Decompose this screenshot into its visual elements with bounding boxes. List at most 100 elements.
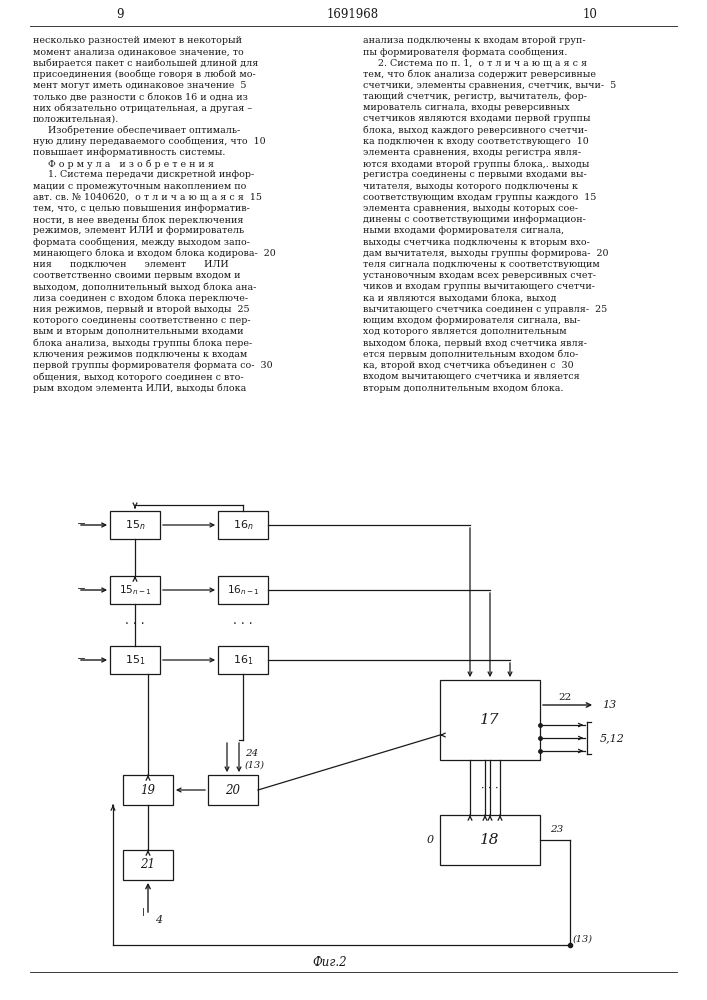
Text: несколько разностей имеют в некоторый: несколько разностей имеют в некоторый [33,36,242,45]
Bar [123,850,173,880]
Text: ния      подключен      элемент      ИЛИ: ния подключен элемент ИЛИ [33,260,228,269]
Text: мент могут иметь одинаковое значение  5: мент могут иметь одинаковое значение 5 [33,81,247,90]
Text: общения, выход которого соединен с вто-: общения, выход которого соединен с вто- [33,372,244,381]
Text: ка, второй вход счетчика объединен с  30: ка, второй вход счетчика объединен с 30 [363,361,573,370]
Text: 1. Система передачи дискретной инфор-: 1. Система передачи дискретной инфор- [33,170,255,179]
Text: 20: 20 [226,784,240,796]
Text: (13): (13) [573,934,593,944]
Bar [110,576,160,604]
Bar [110,646,160,674]
Text: ется первым дополнительным входом бло-: ется первым дополнительным входом бло- [363,350,578,359]
Text: 0: 0 [426,835,433,845]
Bar [208,775,258,805]
Text: блока, выход каждого реверсивного счетчи-: блока, выход каждого реверсивного счетчи… [363,126,588,135]
Text: 13: 13 [602,700,617,710]
Text: выходом, дополнительный выход блока ана-: выходом, дополнительный выход блока ана- [33,282,257,291]
Text: минающего блока и входом блока кодирова-  20: минающего блока и входом блока кодирова-… [33,249,276,258]
Text: установочным входам всех реверсивных счет-: установочным входам всех реверсивных сче… [363,271,596,280]
Text: авт. св. № 1040620,  о т л и ч а ю щ а я с я  15: авт. св. № 1040620, о т л и ч а ю щ а я … [33,193,262,202]
Bar [440,815,540,865]
Text: тем, что, с целью повышения информатив-: тем, что, с целью повышения информатив- [33,204,250,213]
Text: ются входами второй группы блока,. выходы: ются входами второй группы блока,. выход… [363,159,590,169]
Text: 21: 21 [141,858,156,871]
Text: выходы счетчика подключены к вторым вхо-: выходы счетчика подключены к вторым вхо- [363,238,590,247]
Text: регистра соединены с первыми входами вы-: регистра соединены с первыми входами вы- [363,170,587,179]
Text: 4: 4 [155,915,162,925]
Text: вторым дополнительным входом блока.: вторым дополнительным входом блока. [363,383,563,393]
Text: Фиг.2: Фиг.2 [312,956,347,968]
Text: выбирается пакет с наибольшей длиной для: выбирается пакет с наибольшей длиной для [33,58,258,68]
Text: элемента сравнения, входы регистра явля-: элемента сравнения, входы регистра явля- [363,148,581,157]
Text: пы формирователя формата сообщения.: пы формирователя формата сообщения. [363,47,568,57]
Text: ющим входом формирователя сигнала, вы-: ющим входом формирователя сигнала, вы- [363,316,580,325]
Text: 22: 22 [559,692,572,702]
Text: рым входом элемента ИЛИ, выходы блока: рым входом элемента ИЛИ, выходы блока [33,383,246,393]
Bar [110,511,160,539]
Text: мирователь сигнала, входы реверсивных: мирователь сигнала, входы реверсивных [363,103,570,112]
Text: читателя, выходы которого подключены к: читателя, выходы которого подключены к [363,182,578,191]
Text: $15_n$: $15_n$ [124,518,146,532]
Text: 24: 24 [245,748,258,758]
Text: соответствующим входам группы каждого  15: соответствующим входам группы каждого 15 [363,193,597,202]
Text: первой группы формирователя формата со-  30: первой группы формирователя формата со- … [33,361,273,370]
Text: элемента сравнения, выходы которых сое-: элемента сравнения, выходы которых сое- [363,204,578,213]
Text: ную длину передаваемого сообщения, что  10: ную длину передаваемого сообщения, что 1… [33,137,266,146]
Text: соответственно своими первым входом и: соответственно своими первым входом и [33,271,240,280]
Text: выходом блока, первый вход счетчика явля-: выходом блока, первый вход счетчика явля… [363,338,587,348]
Text: $16_n$: $16_n$ [233,518,253,532]
Text: 17: 17 [480,713,500,727]
Text: вычитающего счетчика соединен с управля-  25: вычитающего счетчика соединен с управля-… [363,305,607,314]
Text: ности, в нее введены блок переключения: ности, в нее введены блок переключения [33,215,243,225]
Bar [218,646,268,674]
Text: · · ·: · · · [233,618,253,632]
Text: динены с соответствующими информацион-: динены с соответствующими информацион- [363,215,586,224]
Text: ключения режимов подключены к входам: ключения режимов подключены к входам [33,350,247,359]
Text: · · ·: · · · [481,784,498,794]
Text: ка и являются выходами блока, выход: ка и являются выходами блока, выход [363,294,556,303]
Bar [440,680,540,760]
Text: ными входами формирователя сигнала,: ными входами формирователя сигнала, [363,226,564,235]
Text: 19: 19 [141,784,156,796]
Text: Ф о р м у л а   и з о б р е т е н и я: Ф о р м у л а и з о б р е т е н и я [33,159,214,169]
Bar [218,511,268,539]
Text: мации с промежуточным накоплением по: мации с промежуточным накоплением по [33,182,246,191]
Bar [123,775,173,805]
Text: ход которого является дополнительным: ход которого является дополнительным [363,327,566,336]
Text: 1691968: 1691968 [327,8,379,21]
Bar [218,576,268,604]
Text: анализа подключены к входам второй груп-: анализа подключены к входам второй груп- [363,36,585,45]
Text: положительная).: положительная). [33,114,119,123]
Text: режимов, элемент ИЛИ и формирователь: режимов, элемент ИЛИ и формирователь [33,226,244,235]
Text: чиков и входам группы вычитающего счетчи-: чиков и входам группы вычитающего счетчи… [363,282,595,291]
Text: 9: 9 [116,8,124,21]
Text: ния режимов, первый и второй выходы  25: ния режимов, первый и второй выходы 25 [33,305,250,314]
Text: тающий счетчик, регистр, вычитатель, фор-: тающий счетчик, регистр, вычитатель, фор… [363,92,587,101]
Text: блока анализа, выходы группы блока пере-: блока анализа, выходы группы блока пере- [33,338,252,348]
Text: повышает информативность системы.: повышает информативность системы. [33,148,226,157]
Text: только две разности с блоков 16 и одна из: только две разности с блоков 16 и одна и… [33,92,248,102]
Text: них обязательно отрицательная, а другая –: них обязательно отрицательная, а другая … [33,103,252,113]
Text: $15_1$: $15_1$ [124,653,145,667]
Text: тем, что блок анализа содержит реверсивные: тем, что блок анализа содержит реверсивн… [363,70,596,79]
Text: Изобретение обеспечивает оптималь-: Изобретение обеспечивает оптималь- [33,126,240,135]
Text: входом вычитающего счетчика и является: входом вычитающего счетчика и является [363,372,580,381]
Text: 2. Система по п. 1,  о т л и ч а ю щ а я с я: 2. Система по п. 1, о т л и ч а ю щ а я … [363,58,587,67]
Text: вым и вторым дополнительными входами: вым и вторым дополнительными входами [33,327,243,336]
Text: 18: 18 [480,833,500,847]
Text: $16_{n-1}$: $16_{n-1}$ [227,583,259,597]
Text: теля сигнала подключены к соответствующим: теля сигнала подключены к соответствующи… [363,260,600,269]
Text: которого соединены соответственно с пер-: которого соединены соответственно с пер- [33,316,250,325]
Text: ка подключен к входу соответствующего  10: ка подключен к входу соответствующего 10 [363,137,589,146]
Text: 5,12: 5,12 [600,733,625,743]
Text: лиза соединен с входом блока переключе-: лиза соединен с входом блока переключе- [33,294,248,303]
Text: присоединения (вообще говоря в любой мо-: присоединения (вообще говоря в любой мо- [33,70,256,79]
Text: $15_{n-1}$: $15_{n-1}$ [119,583,151,597]
Text: 23: 23 [550,826,563,834]
Text: 10: 10 [583,8,597,21]
Text: $16_1$: $16_1$ [233,653,253,667]
Text: счетчиков являются входами первой группы: счетчиков являются входами первой группы [363,114,590,123]
Text: дам вычитателя, выходы группы формирова-  20: дам вычитателя, выходы группы формирова-… [363,249,609,258]
Text: · · ·: · · · [125,618,145,632]
Text: момент анализа одинаковое значение, то: момент анализа одинаковое значение, то [33,47,244,56]
Text: (13): (13) [245,760,265,770]
